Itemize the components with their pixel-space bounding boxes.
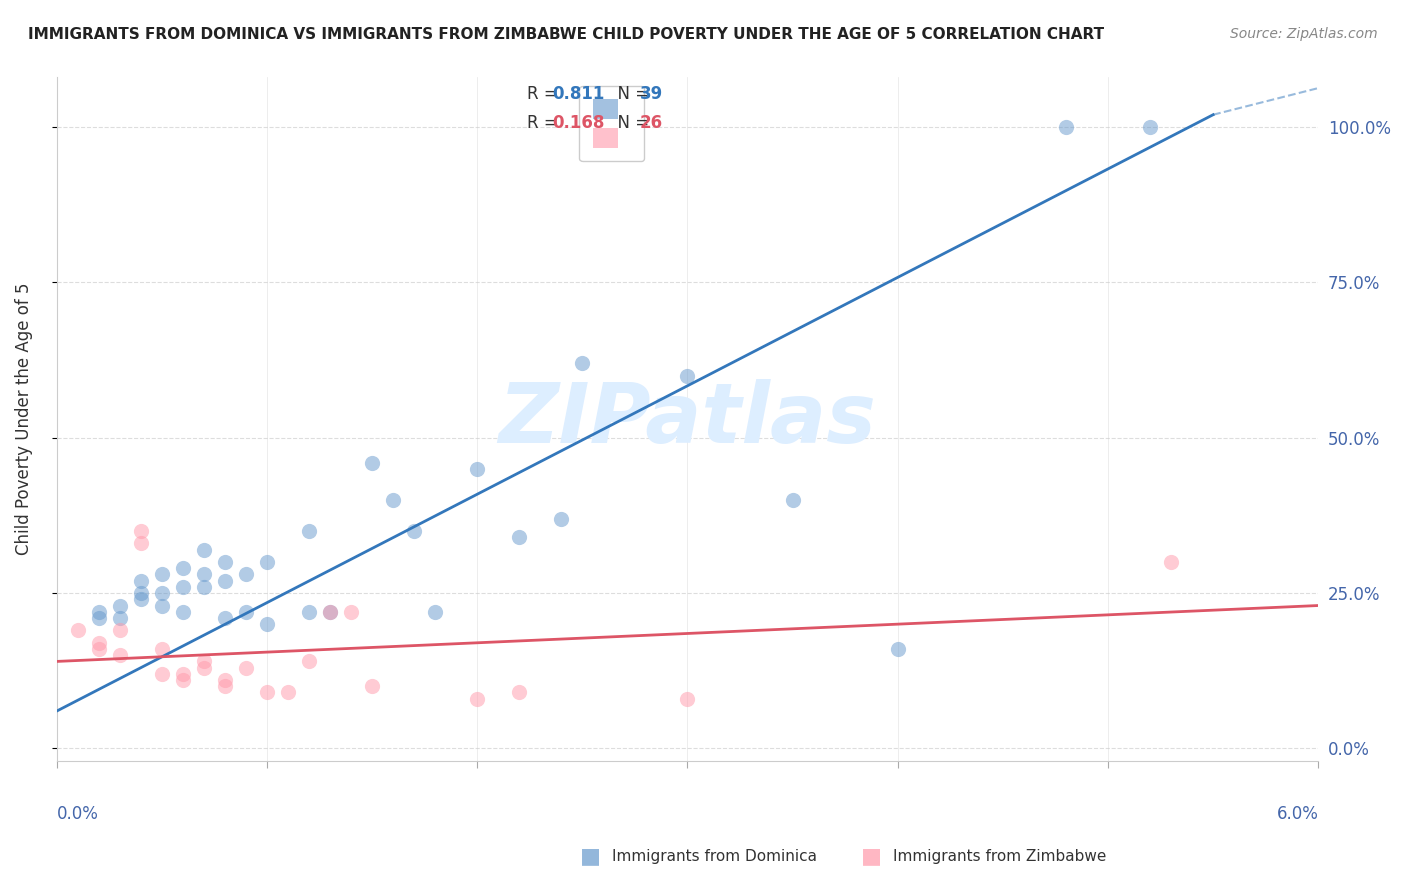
Point — [550, 511, 572, 525]
Point — [298, 524, 321, 538]
Point — [150, 586, 173, 600]
Legend: , : , — [579, 86, 644, 161]
Point — [214, 574, 236, 588]
Point — [404, 524, 426, 538]
Point — [298, 605, 321, 619]
Point — [508, 530, 530, 544]
Point — [129, 586, 152, 600]
Point — [277, 685, 299, 699]
Point — [423, 605, 446, 619]
Point — [782, 492, 804, 507]
Text: 39: 39 — [640, 85, 664, 103]
Point — [129, 536, 152, 550]
Point — [465, 462, 488, 476]
Point — [676, 368, 699, 383]
Point — [235, 605, 257, 619]
Point — [172, 605, 194, 619]
Point — [214, 679, 236, 693]
Point — [382, 492, 405, 507]
Point — [319, 605, 342, 619]
Text: ■: ■ — [862, 847, 882, 866]
Point — [193, 660, 215, 674]
Point — [361, 456, 384, 470]
Point — [1139, 120, 1161, 135]
Point — [172, 561, 194, 575]
Point — [361, 679, 384, 693]
Point — [87, 605, 110, 619]
Point — [150, 567, 173, 582]
Point — [214, 673, 236, 687]
Text: 6.0%: 6.0% — [1277, 805, 1319, 823]
Point — [676, 691, 699, 706]
Point — [508, 685, 530, 699]
Point — [87, 636, 110, 650]
Point — [256, 617, 278, 632]
Text: R =: R = — [527, 114, 564, 132]
Point — [340, 605, 363, 619]
Text: 0.811: 0.811 — [553, 85, 605, 103]
Point — [256, 555, 278, 569]
Point — [150, 642, 173, 657]
Point — [172, 580, 194, 594]
Point — [193, 655, 215, 669]
Text: ■: ■ — [581, 847, 600, 866]
Point — [193, 580, 215, 594]
Point — [886, 642, 908, 657]
Point — [193, 567, 215, 582]
Text: R =: R = — [527, 85, 564, 103]
Point — [108, 599, 131, 613]
Point — [108, 648, 131, 663]
Point — [87, 642, 110, 657]
Point — [319, 605, 342, 619]
Point — [172, 666, 194, 681]
Point — [150, 599, 173, 613]
Text: N =: N = — [607, 85, 655, 103]
Y-axis label: Child Poverty Under the Age of 5: Child Poverty Under the Age of 5 — [15, 283, 32, 556]
Point — [298, 655, 321, 669]
Point — [108, 611, 131, 625]
Point — [571, 356, 593, 370]
Point — [172, 673, 194, 687]
Text: ZIPatlas: ZIPatlas — [499, 378, 876, 459]
Point — [465, 691, 488, 706]
Point — [66, 624, 89, 638]
Text: Immigrants from Zimbabwe: Immigrants from Zimbabwe — [893, 849, 1107, 863]
Point — [1160, 555, 1182, 569]
Point — [193, 542, 215, 557]
Point — [87, 611, 110, 625]
Text: 26: 26 — [640, 114, 662, 132]
Text: Immigrants from Dominica: Immigrants from Dominica — [612, 849, 817, 863]
Text: 0.168: 0.168 — [553, 114, 605, 132]
Text: 0.0%: 0.0% — [56, 805, 98, 823]
Point — [129, 592, 152, 607]
Point — [1054, 120, 1077, 135]
Text: Source: ZipAtlas.com: Source: ZipAtlas.com — [1230, 27, 1378, 41]
Point — [235, 660, 257, 674]
Point — [256, 685, 278, 699]
Point — [108, 624, 131, 638]
Text: N =: N = — [607, 114, 655, 132]
Text: IMMIGRANTS FROM DOMINICA VS IMMIGRANTS FROM ZIMBABWE CHILD POVERTY UNDER THE AGE: IMMIGRANTS FROM DOMINICA VS IMMIGRANTS F… — [28, 27, 1104, 42]
Point — [214, 555, 236, 569]
Point — [129, 524, 152, 538]
Point — [235, 567, 257, 582]
Point — [214, 611, 236, 625]
Point — [129, 574, 152, 588]
Point — [150, 666, 173, 681]
